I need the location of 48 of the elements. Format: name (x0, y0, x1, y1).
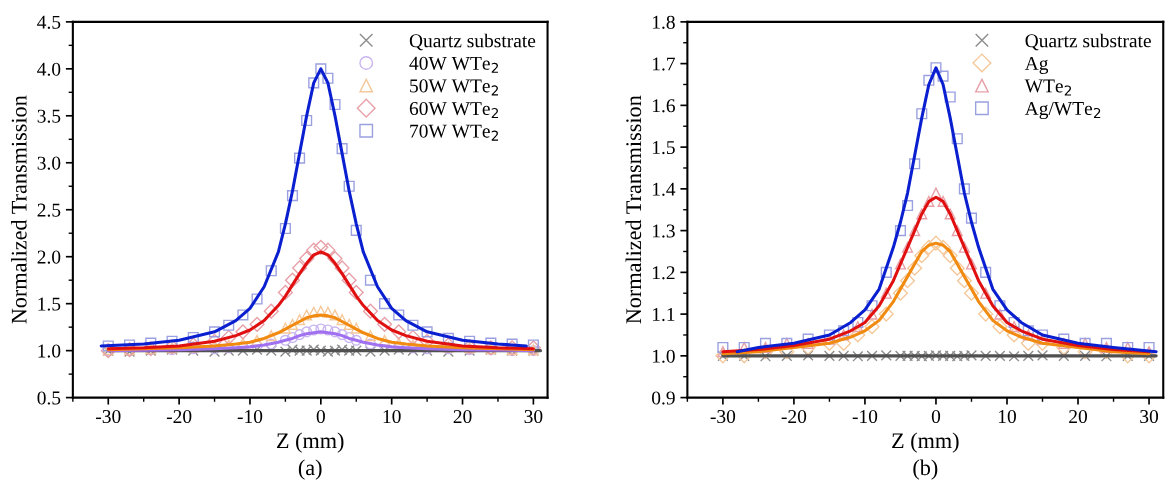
y-tick-label: 4.0 (37, 62, 61, 76)
legend-label: 60W WTe$_{2}$ (409, 101, 498, 119)
legend-label: 70W WTe$_{2}$ (410, 124, 498, 141)
y-tick-label: 0.9 (652, 391, 675, 405)
y-tick-label: 1.0 (652, 349, 675, 363)
x-tick-label: 0 (316, 409, 325, 424)
legend-label: Ag/WTe$_{2}$ (1024, 102, 1101, 120)
x-tick-label: -30 (710, 409, 736, 424)
legend-label: Ag (1024, 56, 1049, 74)
legend-label: WTe$_{2}$ (1024, 79, 1072, 96)
y-tick-label: 3.0 (37, 156, 61, 170)
x-tick-label: -30 (96, 409, 121, 424)
x-tick-label: -20 (166, 409, 192, 424)
x-tick-label: 10 (383, 409, 401, 424)
y-tick-label: 1.0 (38, 344, 61, 358)
x-tick-label: 30 (1140, 409, 1159, 424)
y-tick-label: 2.0 (37, 250, 61, 264)
y-tick-label: 4.5 (37, 15, 61, 29)
y-tick-label: 1.4 (652, 182, 676, 196)
y-tick-label: 1.5 (652, 141, 675, 155)
legend-label: Quartz substrate (1025, 33, 1151, 51)
text: (b) (913, 459, 938, 480)
x-tick-label: -10 (852, 409, 878, 424)
y-tick-label: 1.8 (652, 15, 675, 29)
y-tick-label: 1.1 (652, 308, 675, 322)
x-tick-label: 30 (524, 409, 543, 424)
y-tick-label: 0.5 (37, 391, 61, 405)
y-axis-title: Normalized Transmission (625, 95, 642, 324)
x-axis-title: Z (mm) (892, 432, 959, 453)
text: (a) (298, 459, 322, 480)
x-axis-title: Z (mm) (277, 432, 344, 453)
x-tick-label: 10 (998, 409, 1016, 424)
y-tick-label: 2.5 (37, 203, 61, 217)
y-tick-label: 1.6 (652, 99, 675, 113)
y-tick-label: 3.5 (37, 109, 61, 123)
x-tick-label: 0 (931, 409, 941, 424)
legend-label: 40W WTe$_{2}$ (409, 56, 498, 73)
x-tick-label: -10 (237, 409, 263, 424)
y-tick-label: 1.2 (652, 266, 675, 280)
legend-label: 50W WTe$_{2}$ (410, 79, 498, 96)
x-tick-label: 20 (453, 409, 472, 424)
y-axis-title: Normalized Transmission (11, 95, 27, 324)
x-tick-label: 20 (1069, 409, 1087, 424)
x-tick-label: -20 (781, 409, 807, 424)
y-tick-label: 1.3 (652, 224, 675, 238)
y-tick-label: 1.7 (652, 57, 676, 71)
y-tick-label: 1.5 (38, 297, 61, 311)
legend-label: Quartz substrate (409, 33, 536, 51)
